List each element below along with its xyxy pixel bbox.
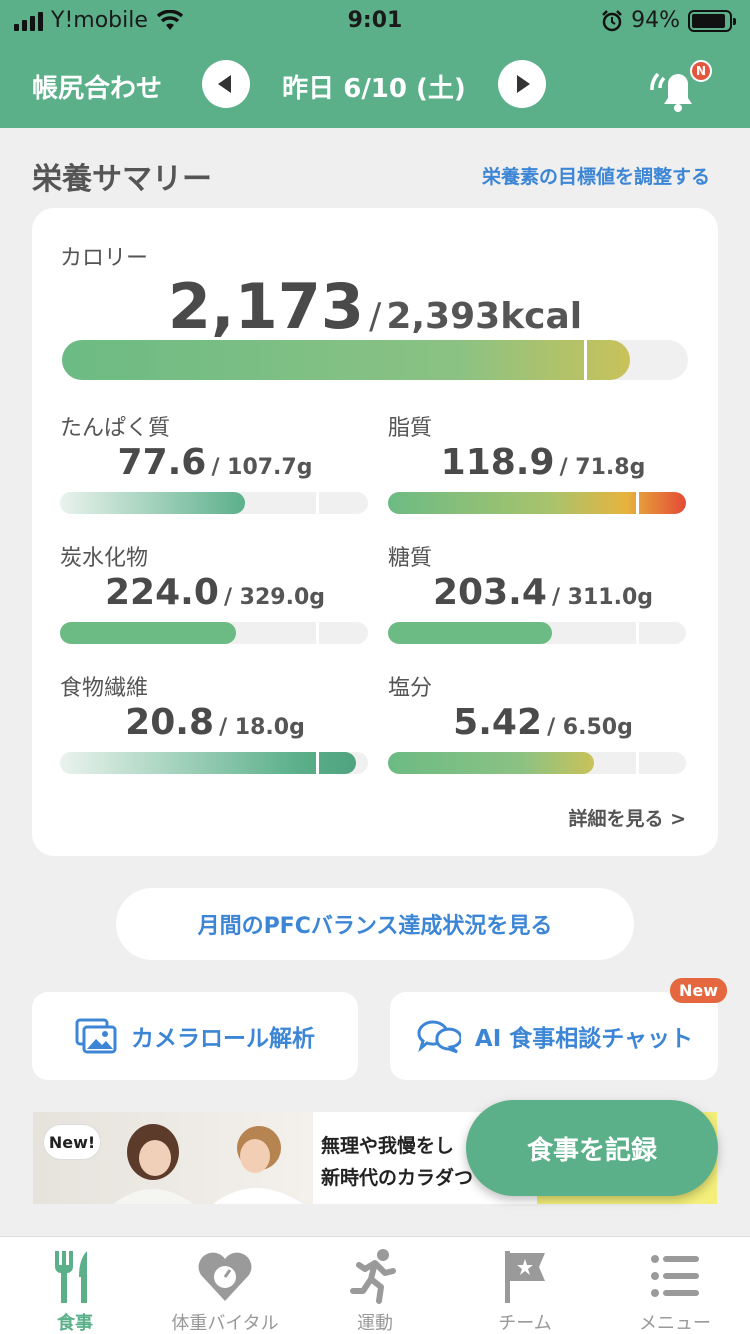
battery-icon [688,9,736,32]
view-details-link[interactable]: 詳細を見る > [568,808,686,830]
tab-label: メニュー [639,1313,711,1334]
header-date: 昨日 6/10 (土) [282,74,466,104]
status-time: 9:01 [347,8,403,33]
tab-label: 運動 [357,1313,393,1334]
status-right: 94% [601,8,736,33]
tab-exercise[interactable]: 運動 [300,1237,450,1334]
nutrient-progress-bar [388,752,686,774]
tab-weight-vital[interactable]: 体重バイタル [150,1237,300,1334]
banner-line-1: 無理や我慢をし [321,1135,455,1157]
nutrient-label: たんぱく質 [60,416,171,441]
banner-new-badge: New! [43,1124,101,1160]
section-title: 栄養サマリー [32,162,212,197]
chevron-left-icon [218,75,231,93]
menu-icon [651,1255,699,1297]
chat-bubbles-icon [417,1020,461,1054]
nutrient-label: 脂質 [388,416,433,441]
photo-gallery-icon [75,1018,117,1054]
battery-percent: 94% [631,8,680,33]
calorie-progress-fill [62,340,631,380]
record-meal-button[interactable]: 食事を記録 [466,1100,718,1196]
status-bar: Y!mobile 9:01 94% [0,0,750,42]
nutrient-progress-bar [60,622,368,644]
calorie-progress-bar [62,340,688,380]
nutrient-value: 224.0 / 329.0g [105,572,325,613]
nutrient-value: 203.4 / 311.0g [433,572,653,613]
new-badge: New [670,978,728,1003]
nutrient-progress-bar [60,752,368,774]
bell-icon[interactable] [644,60,712,116]
header-title: 帳尻合わせ [32,74,163,104]
tab-menu[interactable]: メニュー [600,1237,750,1334]
nutrient-label: 糖質 [388,546,433,571]
alarm-icon [602,9,622,31]
nutrient-value: 118.9 / 71.8g [440,442,646,483]
fork-knife-icon [55,1251,87,1303]
tab-team[interactable]: チーム [450,1237,600,1334]
nutrient-fiber: 食物繊維 20.8 / 18.0g [60,670,370,790]
app-header: 帳尻合わせ 昨日 6/10 (土) [0,42,750,128]
nutrient-progress-bar [60,492,368,514]
flag-icon [505,1251,545,1303]
nutrient-value: 77.6 / 107.7g [117,442,313,483]
signal-icon [14,11,43,31]
calorie-separator: / [369,296,382,337]
camera-roll-label: カメラロール解析 [131,1026,315,1052]
status-left: Y!mobile [14,8,184,33]
nutrient-label: 塩分 [388,676,433,701]
next-day-button[interactable] [498,60,546,108]
chevron-right-icon [517,75,530,93]
nutrient-label: 炭水化物 [60,546,149,571]
nutrient-sugar: 糖質 203.4 / 311.0g [388,540,698,660]
nutrient-value: 5.42 / 6.50g [453,702,633,743]
nutrition-summary-card: カロリー 2,173 / 2,393kcal たんぱく質 77.6 / 107.… [32,208,718,856]
nutrient-carbohydrate: 炭水化物 224.0 / 329.0g [60,540,370,660]
calorie-label: カロリー [60,246,149,271]
tab-label: 食事 [57,1313,93,1334]
pfc-balance-button[interactable]: 月間のPFCバランス達成状況を見る [116,888,634,960]
tab-label: チーム [498,1313,552,1334]
nutrient-protein: たんぱく質 77.6 / 107.7g [60,410,370,530]
carrier-label: Y!mobile [51,8,148,33]
running-icon [350,1249,396,1304]
nutrient-progress-bar [388,622,686,644]
heart-scale-icon [198,1252,252,1301]
adjust-targets-link[interactable]: 栄養素の目標値を調整する [481,166,710,188]
banner-people-illustration [113,1124,303,1204]
calorie-value: 2,173 / 2,393kcal [32,270,718,343]
nutrient-salt: 塩分 5.42 / 6.50g [388,670,698,790]
nutrient-progress-bar [388,492,686,514]
calorie-current: 2,173 [167,270,364,343]
banner-line-2: 新時代のカラダつ [321,1167,474,1189]
wifi-icon [156,9,184,30]
ai-chat-button[interactable]: AI 食事相談チャット [390,992,718,1080]
previous-day-button[interactable] [202,60,250,108]
nutrient-value: 20.8 / 18.0g [125,702,305,743]
nutrient-label: 食物繊維 [60,676,149,701]
bottom-tab-bar: 食事 体重バイタル 運動 チーム メニュー [0,1236,750,1334]
tab-meal[interactable]: 食事 [0,1237,150,1334]
calorie-target: 2,393kcal [386,296,583,337]
banner-text: 無理や我慢をし 新時代のカラダつ [321,1130,473,1194]
camera-roll-button[interactable]: カメラロール解析 [32,992,358,1080]
tab-label: 体重バイタル [171,1313,279,1334]
notification-badge: N [690,60,712,82]
ai-chat-label: AI 食事相談チャット [474,1026,694,1052]
nutrient-fat: 脂質 118.9 / 71.8g [388,410,698,530]
